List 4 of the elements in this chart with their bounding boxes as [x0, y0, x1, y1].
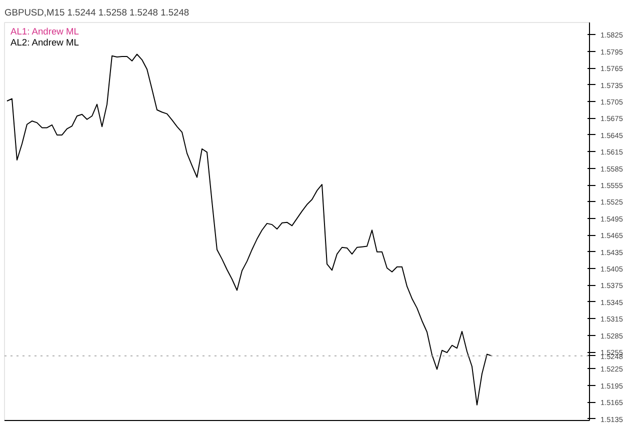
line-series	[6, 54, 492, 406]
annotation: AL2: Andrew ML	[10, 38, 79, 48]
chart-title: GBPUSD,M15 1.5244 1.5258 1.5248 1.5248	[4, 8, 190, 18]
annotation: AL1: Andrew ML	[10, 26, 79, 36]
